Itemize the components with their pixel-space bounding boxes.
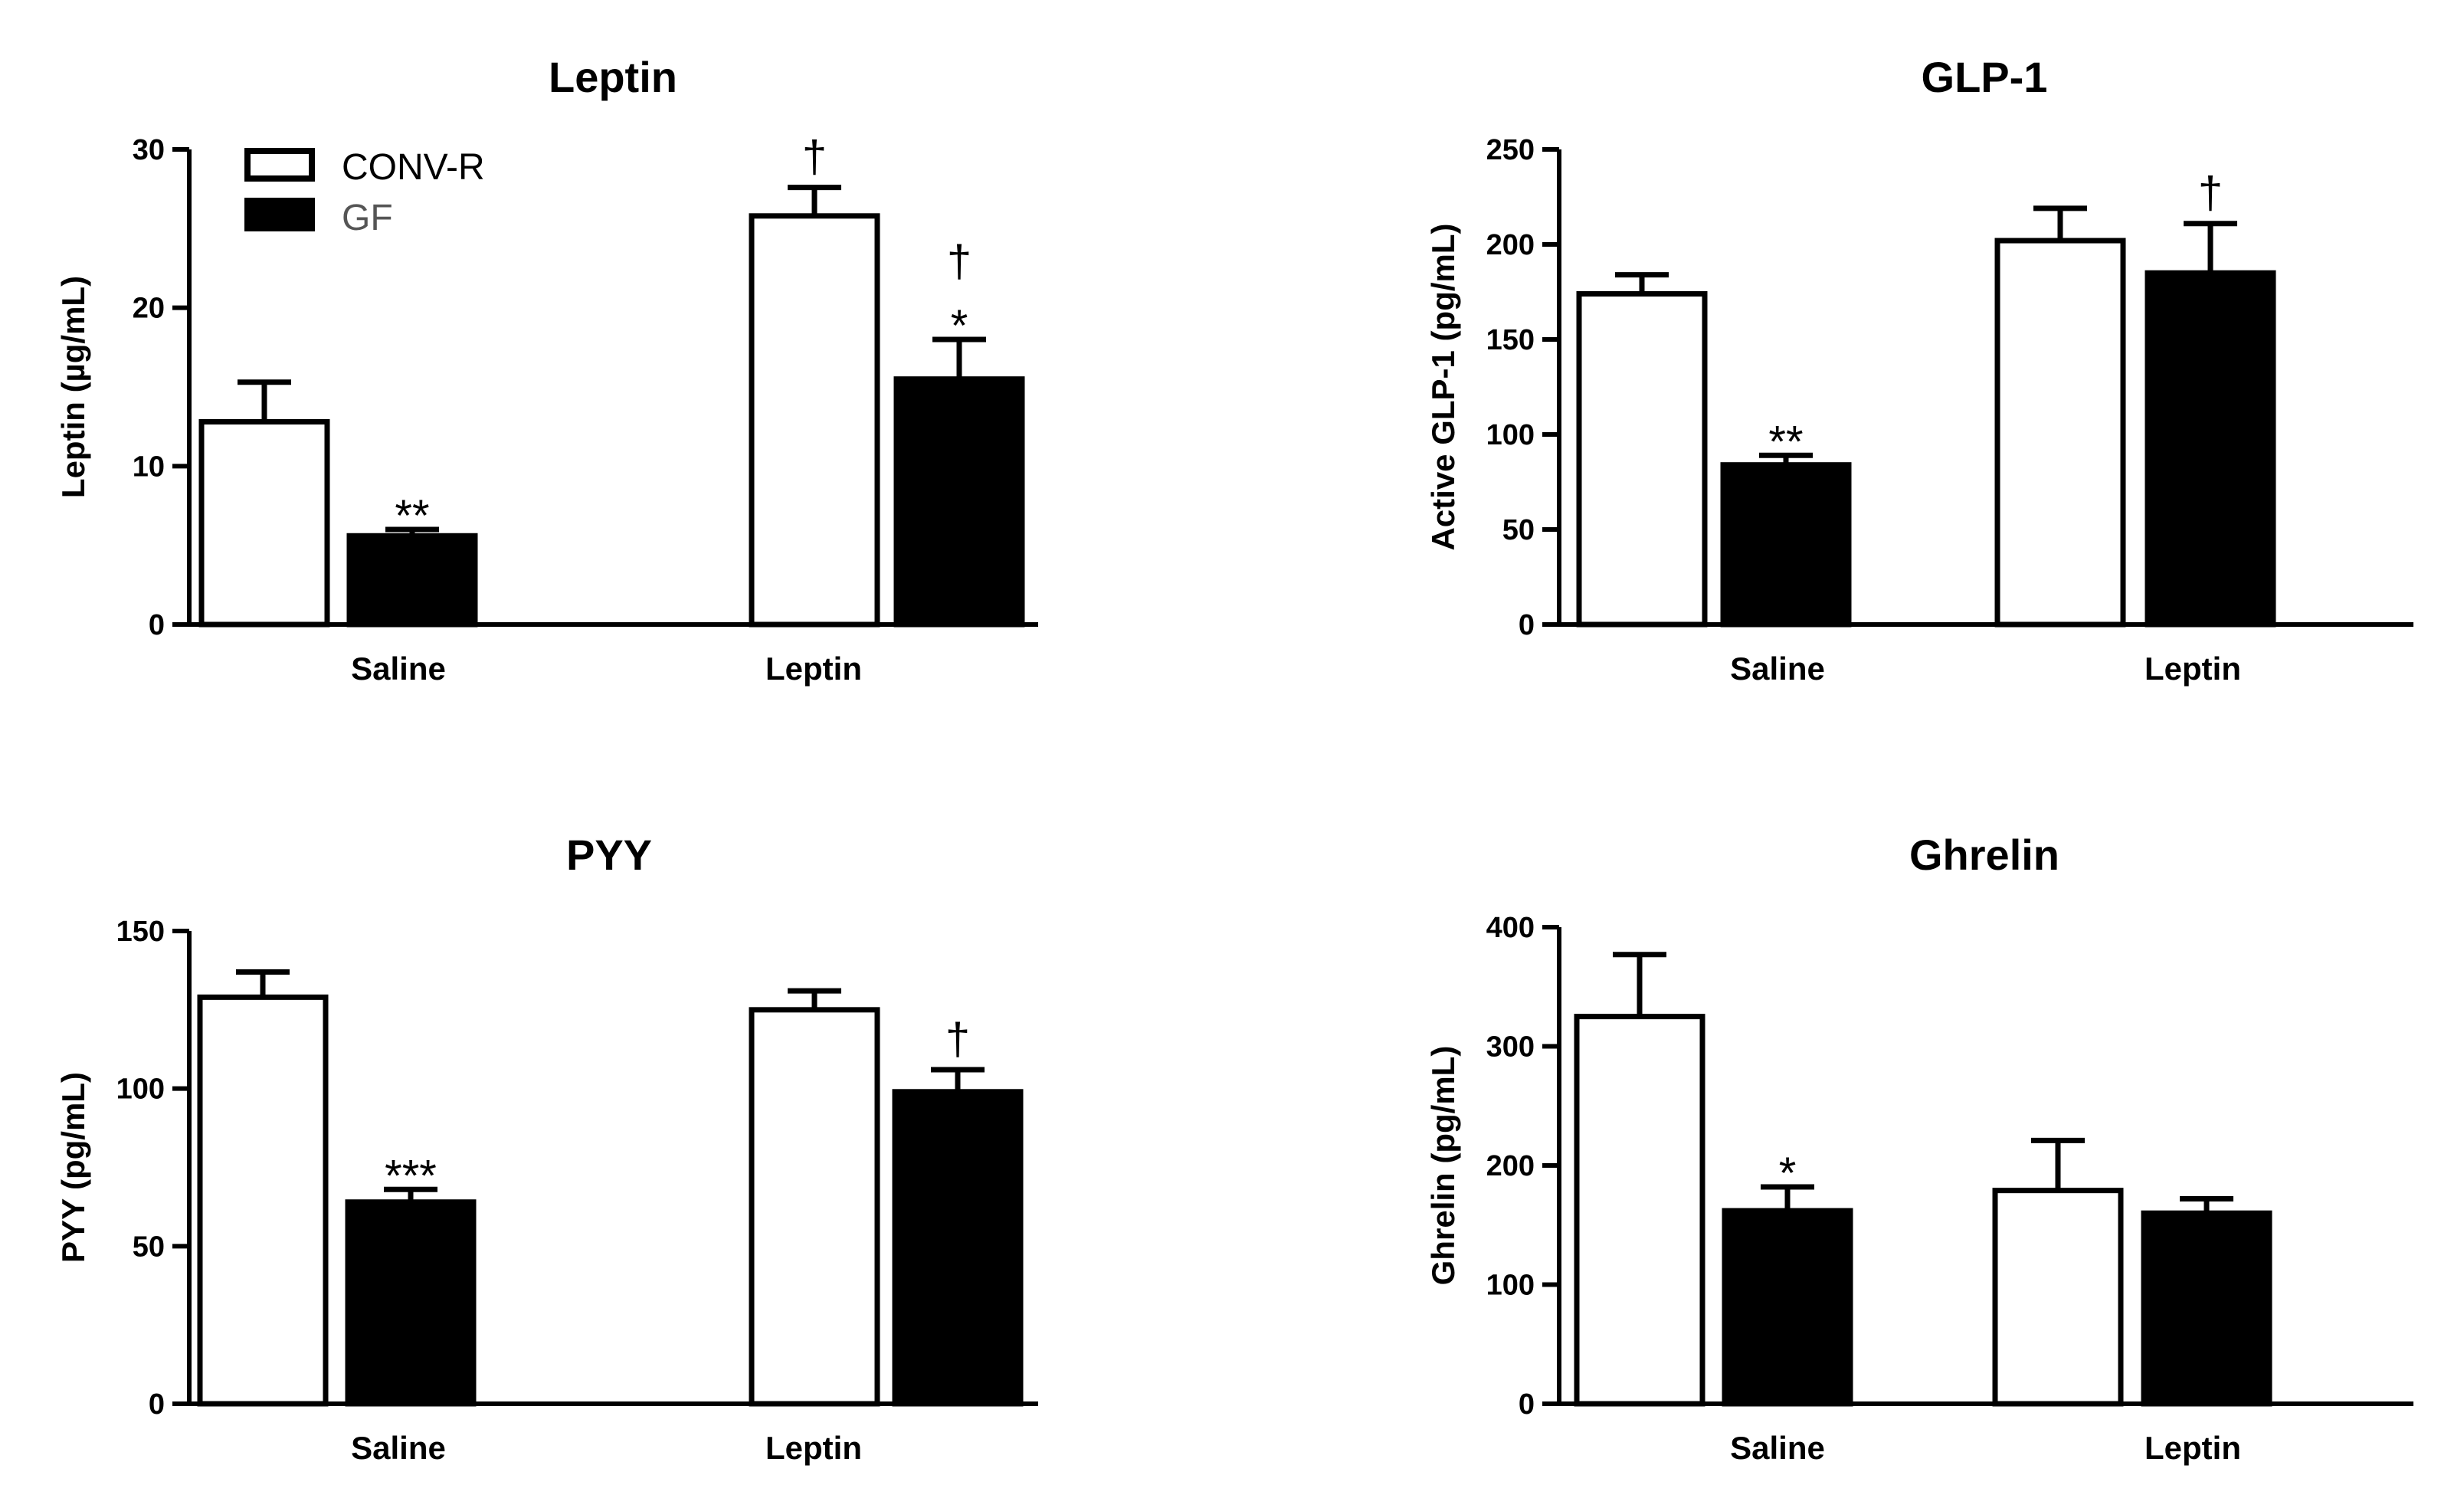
chart-title: GLP-1: [1922, 53, 2048, 101]
x-category-label: Saline: [351, 1430, 446, 1466]
significance-marker: *: [1779, 1149, 1797, 1198]
bar-conv-r-leptin: [749, 1007, 880, 1407]
bar-conv-r-saline: [1576, 290, 1708, 628]
legend-label-conv-r: CONV-R: [342, 147, 485, 188]
bar-gf-saline: [345, 1199, 477, 1407]
bar-conv-r-leptin: [1992, 1188, 2124, 1407]
chart-panel-3: Ghrelin Ghrelin (pg/mL) 0 100 200 300 400 Salin…: [1425, 831, 2413, 1466]
bar-gf-leptin: [2145, 270, 2276, 628]
x-category-label: Leptin: [765, 651, 862, 687]
bar-conv-r-saline: [198, 418, 330, 628]
y-axis-label: PYY (pg/mL): [55, 1072, 91, 1263]
x-category-label: Leptin: [765, 1430, 862, 1466]
y-tick-label: 100: [1486, 1270, 1535, 1302]
bar-gf-leptin: [2141, 1210, 2272, 1407]
bar-conv-r-saline: [1574, 1014, 1705, 1407]
x-category-label: Saline: [1730, 651, 1825, 687]
x-category-label: Saline: [1730, 1430, 1825, 1466]
significance-marker: †: [947, 237, 972, 287]
bar-gf-leptin: [892, 1089, 1024, 1407]
significance-marker: †: [802, 133, 827, 182]
significance-marker: ***: [385, 1151, 437, 1201]
y-tick-label: 400: [1486, 912, 1535, 944]
y-tick-label: 200: [1486, 229, 1535, 261]
y-tick-label: 0: [149, 1388, 165, 1421]
significance-marker: †: [2198, 169, 2223, 218]
y-tick-label: 150: [1486, 324, 1535, 356]
y-tick-label: 200: [1486, 1150, 1535, 1182]
chart-title: Leptin: [549, 53, 677, 101]
y-tick-label: 250: [1486, 134, 1535, 166]
legend-swatch-conv-r: [244, 148, 315, 182]
bar-gf-leptin: [893, 376, 1025, 628]
x-category-label: Leptin: [2145, 1430, 2241, 1466]
significance-marker: *: [951, 301, 968, 351]
legend-swatch-gf: [244, 198, 315, 231]
y-tick-label: 50: [133, 1231, 165, 1263]
significance-marker: †: [945, 1015, 970, 1064]
chart-panel-0: Leptin Leptin (µg/mL) 0 10 20 30 Saline Leptin †…: [55, 53, 1038, 687]
y-tick-label: 0: [149, 609, 165, 641]
bar-gf-saline: [1722, 1208, 1853, 1407]
y-axis-label: Leptin (µg/mL): [55, 276, 91, 498]
y-tick-label: 30: [133, 134, 165, 166]
bar-conv-r-leptin: [1994, 238, 2126, 628]
chart-title: PYY: [566, 831, 652, 879]
y-tick-label: 10: [133, 451, 165, 483]
legend-label-gf: GF: [342, 198, 393, 238]
y-tick-label: 0: [1519, 1388, 1535, 1421]
y-tick-label: 150: [116, 916, 165, 948]
y-tick-label: 100: [1486, 419, 1535, 451]
y-axis-label: Active GLP-1 (pg/mL): [1425, 223, 1461, 550]
legend: CONV-R GF: [244, 147, 485, 238]
chart-title: Ghrelin: [1909, 831, 2059, 879]
y-tick-label: 0: [1519, 609, 1535, 641]
bar-gf-saline: [346, 533, 478, 628]
y-tick-label: 100: [116, 1074, 165, 1106]
significance-marker: **: [1768, 417, 1803, 467]
y-tick-label: 300: [1486, 1031, 1535, 1064]
y-tick-label: 50: [1502, 514, 1535, 546]
bar-gf-saline: [1720, 462, 1852, 628]
chart-panel-1: GLP-1 Active GLP-1 (pg/mL) 0 50 100 150 200 250…: [1425, 53, 2413, 687]
x-category-label: Leptin: [2145, 651, 2241, 687]
bar-conv-r-leptin: [749, 213, 880, 628]
chart-panel-2: PYY PYY (pg/mL) 0 50 100 150 Saline Leptin *** †: [55, 831, 1038, 1466]
bar-conv-r-saline: [197, 994, 329, 1407]
y-tick-label: 20: [133, 293, 165, 325]
y-axis-label: Ghrelin (pg/mL): [1425, 1046, 1461, 1286]
significance-marker: **: [395, 491, 429, 541]
x-category-label: Saline: [351, 651, 446, 687]
